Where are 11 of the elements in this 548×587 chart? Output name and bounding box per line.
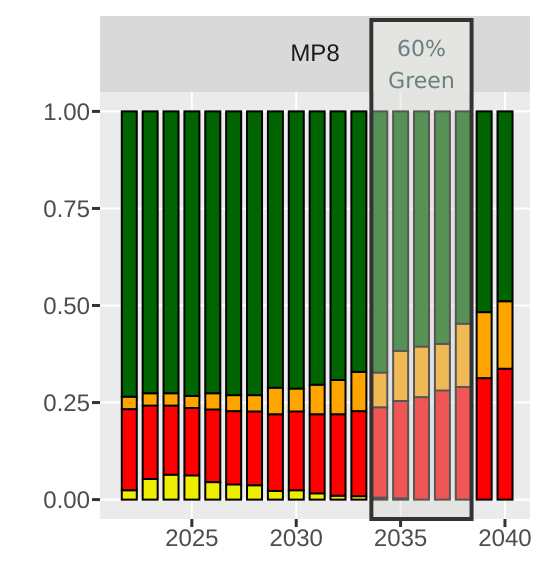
y-tick-label: 1.00 [43,98,90,126]
y-tick-label: 0.00 [43,487,90,514]
x-tick-label: 2025 [165,525,219,552]
y-tick-label: 0.25 [43,390,90,418]
x-tick-label: 2030 [270,525,323,552]
y-tick-label: 0.50 [43,293,90,320]
chart-title: MP8 [290,40,340,67]
x-tick-label: 2040 [478,525,532,552]
x-tick-label: 2035 [374,525,428,552]
y-tick-label: 0.75 [43,196,90,223]
band-label: 60% Green [388,37,455,94]
